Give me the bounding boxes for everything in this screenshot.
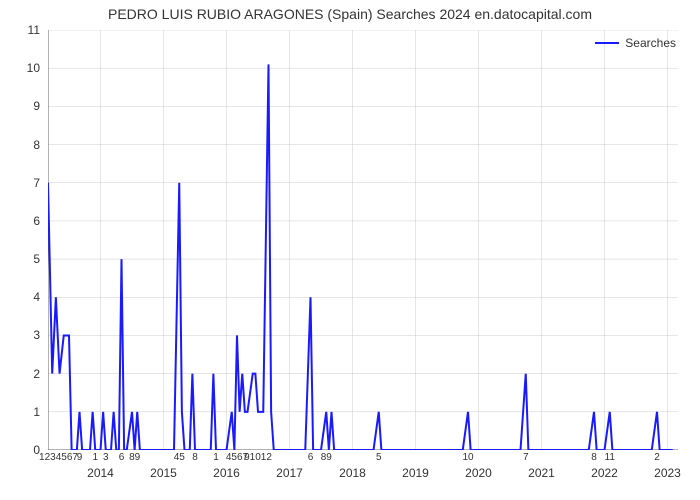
x-tick-label: 10	[462, 452, 473, 463]
x-year-label: 2014	[87, 466, 114, 480]
x-year-label: 2019	[402, 466, 429, 480]
y-tick-label: 2	[33, 367, 40, 381]
x-tick-label: 11	[605, 452, 615, 463]
x-tick-label: 89	[321, 452, 332, 463]
y-tick-label: 7	[33, 176, 40, 190]
plot-area	[48, 30, 678, 450]
x-tick-label: 1	[213, 452, 219, 463]
legend-line	[595, 42, 619, 44]
legend: Searches	[595, 36, 676, 50]
x-year-label: 2016	[213, 466, 240, 480]
x-tick-label: 5	[376, 452, 382, 463]
y-axis: 01234567891011	[0, 30, 44, 450]
y-tick-label: 1	[33, 405, 40, 419]
y-tick-label: 9	[33, 99, 40, 113]
x-tick-label: 2	[654, 452, 660, 463]
x-tick-label: 1234567	[39, 452, 78, 463]
x-year-label: 2015	[150, 466, 177, 480]
x-tick-label: 1	[92, 452, 98, 463]
y-tick-label: 4	[33, 290, 40, 304]
chart-title: PEDRO LUIS RUBIO ARAGONES (Spain) Search…	[0, 6, 700, 22]
y-tick-label: 8	[33, 138, 40, 152]
x-year-label: 2017	[276, 466, 303, 480]
legend-label: Searches	[625, 36, 676, 50]
x-year-label: 2021	[528, 466, 555, 480]
x-tick-label: 8	[591, 452, 597, 463]
x-tick-label: 91012	[244, 452, 272, 463]
x-year-label: 2018	[339, 466, 366, 480]
x-tick-label: 8	[192, 452, 198, 463]
x-year-label: 2020	[465, 466, 492, 480]
x-tick-label: 6	[119, 452, 125, 463]
x-year-label: 2022	[591, 466, 618, 480]
y-tick-label: 5	[33, 252, 40, 266]
y-tick-label: 11	[28, 23, 40, 37]
x-tick-label: 3	[103, 452, 109, 463]
y-tick-label: 3	[33, 328, 40, 342]
x-tick-label: 45	[174, 452, 185, 463]
chart-svg	[48, 30, 678, 450]
x-axis: 1234567913689458145679101268951078112201…	[48, 452, 678, 492]
x-tick-label: 6	[308, 452, 314, 463]
y-tick-label: 6	[33, 214, 40, 228]
x-tick-label: 9	[77, 452, 83, 463]
chart-container: PEDRO LUIS RUBIO ARAGONES (Spain) Search…	[0, 0, 700, 500]
y-tick-label: 10	[27, 61, 40, 75]
x-tick-label: 89	[129, 452, 140, 463]
x-tick-label: 7	[523, 452, 529, 463]
x-year-label: 2023	[654, 466, 681, 480]
